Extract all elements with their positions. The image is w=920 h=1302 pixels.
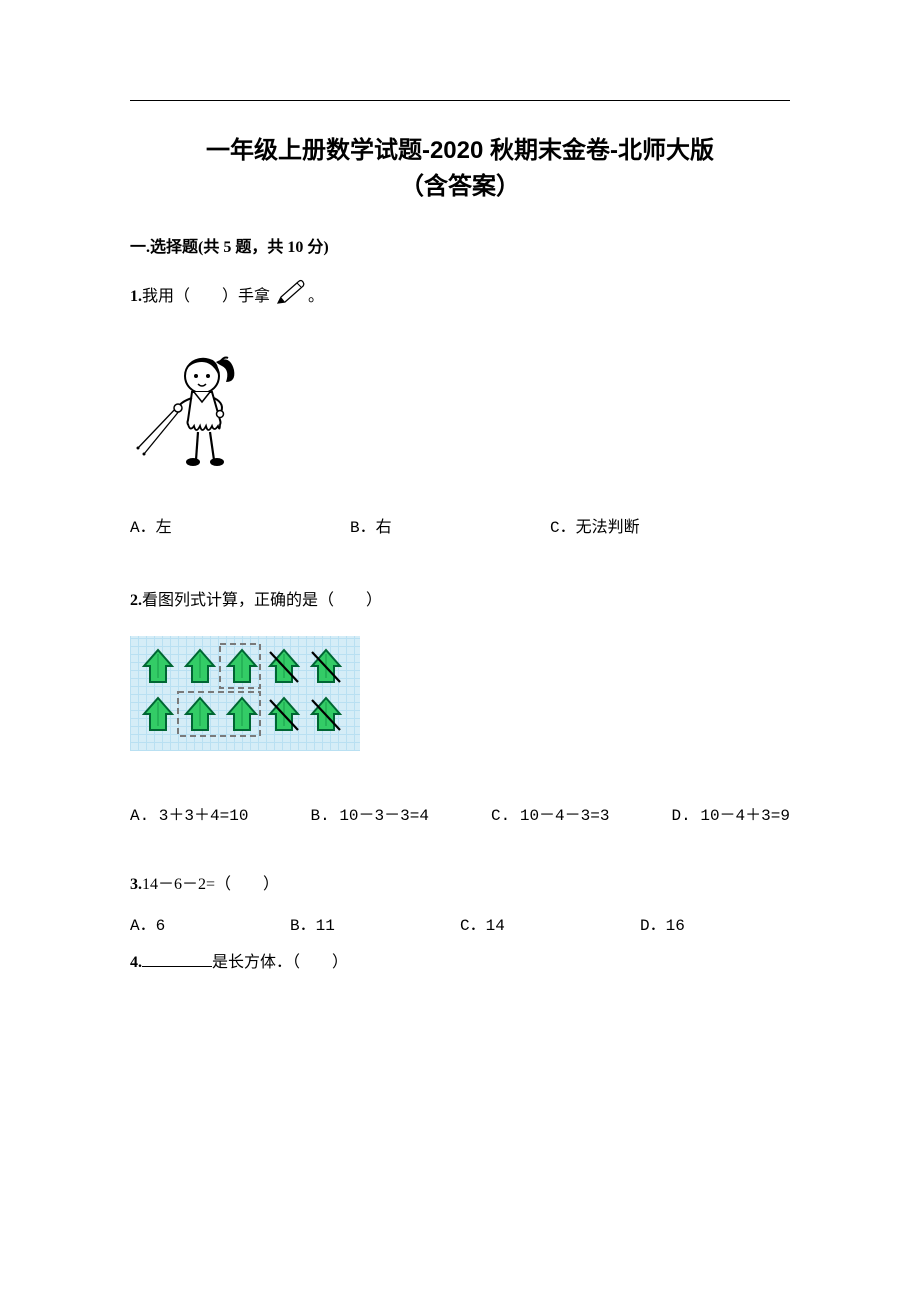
question-1: 1.我用（ ）手拿 。 (130, 277, 790, 318)
section-1-header: 一.选择题(共 5 题，共 10 分) (130, 233, 790, 257)
q3-number: 3. (130, 876, 142, 893)
q3-option-d: D．16 (640, 911, 760, 935)
question-3: 3.14－6－2=（ ） (130, 871, 790, 900)
q3-options: A．6 B．11 C．14 D．16 (130, 911, 790, 935)
q2-option-a: A. 3＋3＋4=10 (130, 801, 248, 825)
q1-option-c: C．无法判断 (550, 513, 750, 537)
question-2: 2.看图列式计算，正确的是（ ） (130, 587, 790, 616)
girl-figure (130, 348, 790, 483)
q2-option-b: B. 10－3－3=4 (311, 801, 429, 825)
q2-options: A. 3＋3＋4=10 B. 10－3－3=4 C. 10－4－3=3 D. 1… (130, 801, 790, 825)
title-line-2: （含答案） (130, 169, 790, 205)
q1-number: 1. (130, 288, 142, 305)
q3-option-b: B．11 (290, 911, 460, 935)
title-line-1: 一年级上册数学试题-2020 秋期末金卷-北师大版 (130, 133, 790, 169)
q3-text: 14－6－2=（ ） (142, 876, 279, 893)
q4-text: 是长方体．（ ） (212, 954, 348, 971)
q2-option-d: D. 10－4＋3=9 (672, 801, 790, 825)
document-title: 一年级上册数学试题-2020 秋期末金卷-北师大版 （含答案） (130, 133, 790, 205)
pen-icon (274, 277, 308, 318)
q2-text: 看图列式计算，正确的是（ ） (142, 592, 382, 609)
q2-number: 2. (130, 592, 142, 609)
blank-underline (142, 952, 212, 967)
arrows-figure (130, 636, 360, 751)
question-4: 4. 是长方体．（ ） (130, 949, 790, 978)
top-rule (130, 100, 790, 101)
q3-option-c: C．14 (460, 911, 640, 935)
q1-text-after: 。 (308, 288, 324, 305)
q1-options: A．左 B．右 C．无法判断 (130, 513, 790, 537)
q4-number: 4. (130, 954, 142, 971)
q3-option-a: A．6 (130, 911, 290, 935)
q1-text-before: 我用（ ）手拿 (142, 288, 270, 305)
q1-option-b: B．右 (350, 513, 550, 537)
q1-option-a: A．左 (130, 513, 350, 537)
q2-option-c: C. 10－4－3=3 (491, 801, 609, 825)
